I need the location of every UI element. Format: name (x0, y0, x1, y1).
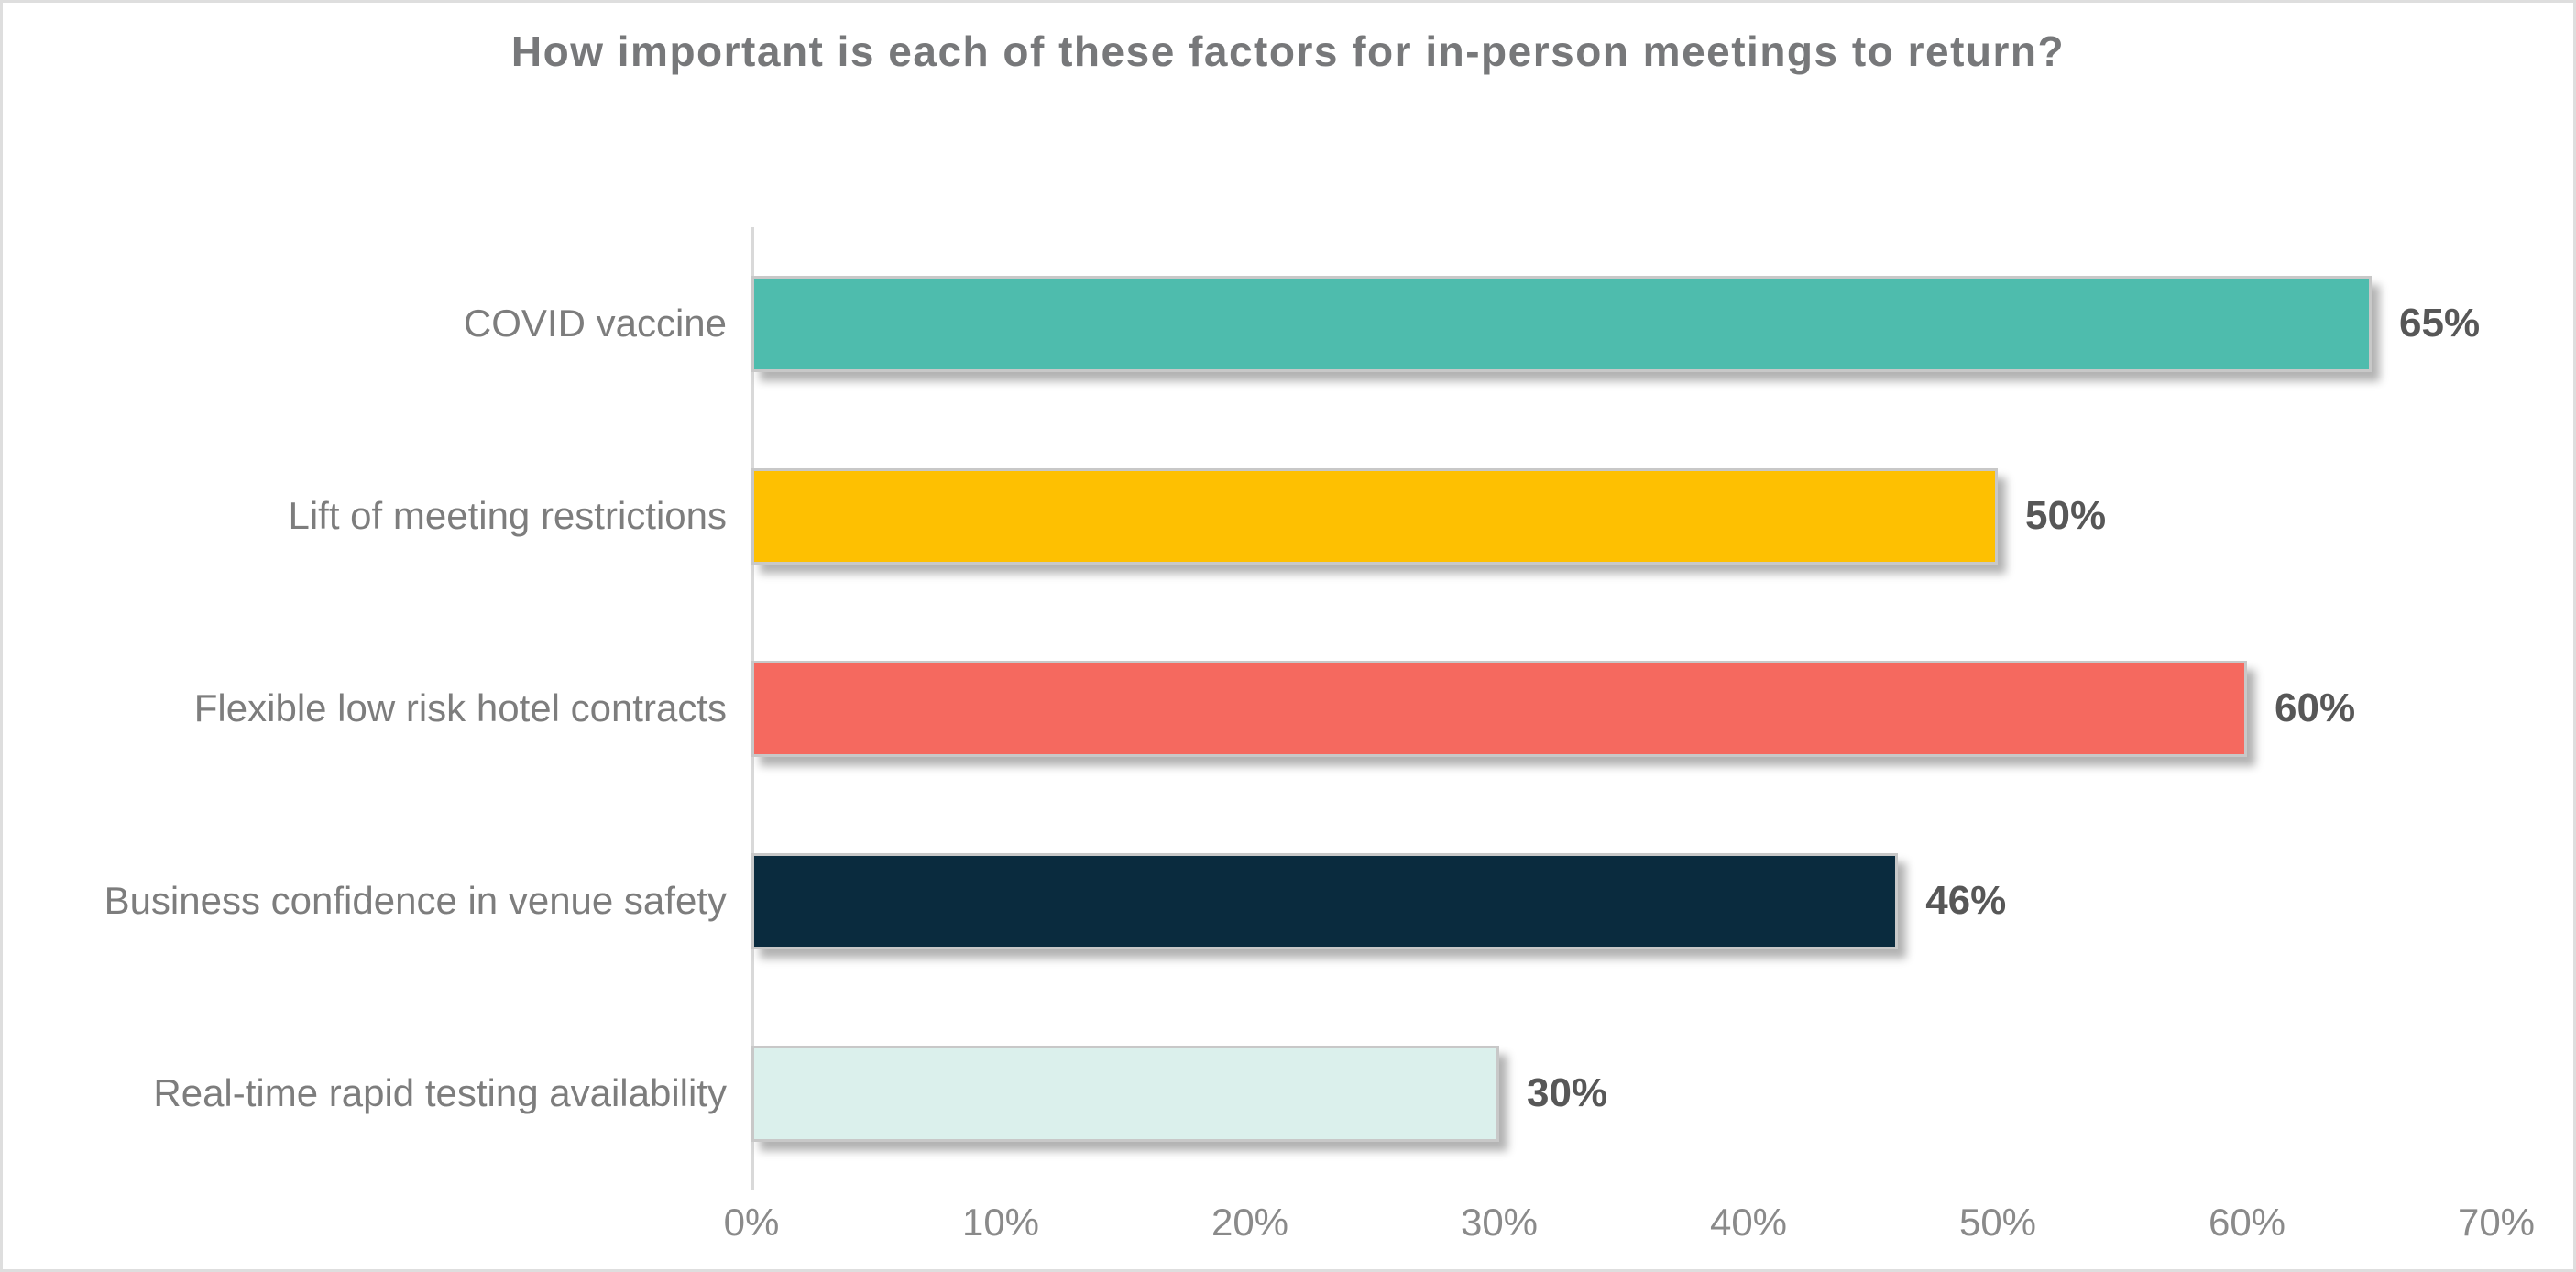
chart-row: Lift of meeting restrictions 50% (3, 420, 2496, 612)
x-tick-label: 60% (2208, 1201, 2286, 1244)
x-tick-label: 10% (961, 1201, 1040, 1244)
chart-row: Business confidence in venue safety 46% (3, 805, 2496, 997)
category-label: Flexible low risk hotel contracts (193, 685, 727, 729)
bar (751, 467, 1998, 565)
category-label: Lift of meeting restrictions (288, 493, 727, 537)
chart-rows: COVID vaccine 65% Lift of meeting restri… (3, 227, 2496, 1190)
x-tick-label: 30% (1460, 1201, 1539, 1244)
bar-track: 30% (751, 1045, 2496, 1142)
bar (751, 275, 2372, 372)
value-label: 50% (2025, 493, 2107, 538)
chart-row: Flexible low risk hotel contracts 60% (3, 612, 2496, 805)
bar (751, 660, 2247, 757)
chart-row: Real-time rapid testing availability 30% (3, 997, 2496, 1190)
bar (751, 1045, 1499, 1142)
x-axis-ticks: 0% 10% 20% 30% 40% 50% 60% 70% (724, 1201, 2535, 1256)
plot-area: COVID vaccine 65% Lift of meeting restri… (3, 227, 2535, 1269)
value-label: 30% (1527, 1070, 1608, 1115)
bar-track: 50% (751, 467, 2496, 565)
value-label: 65% (2399, 301, 2481, 345)
value-label: 46% (1925, 878, 2007, 923)
bar-track: 46% (751, 852, 2496, 949)
x-tick-label: 50% (1958, 1201, 2037, 1244)
x-tick-label: 40% (1709, 1201, 1788, 1244)
bar-track: 60% (751, 660, 2496, 757)
category-label: Business confidence in venue safety (104, 878, 727, 922)
category-label: COVID vaccine (463, 301, 727, 345)
x-tick-label: 20% (1211, 1201, 1289, 1244)
category-label: Real-time rapid testing availability (153, 1070, 727, 1114)
x-tick-label: 70% (2457, 1201, 2536, 1244)
chart-row: COVID vaccine 65% (3, 227, 2496, 420)
bar-track: 65% (751, 275, 2496, 372)
value-label: 60% (2275, 685, 2356, 730)
bar (751, 852, 1899, 949)
x-tick-label: 0% (723, 1201, 780, 1244)
chart-title: How important is each of these factors f… (510, 27, 2066, 75)
